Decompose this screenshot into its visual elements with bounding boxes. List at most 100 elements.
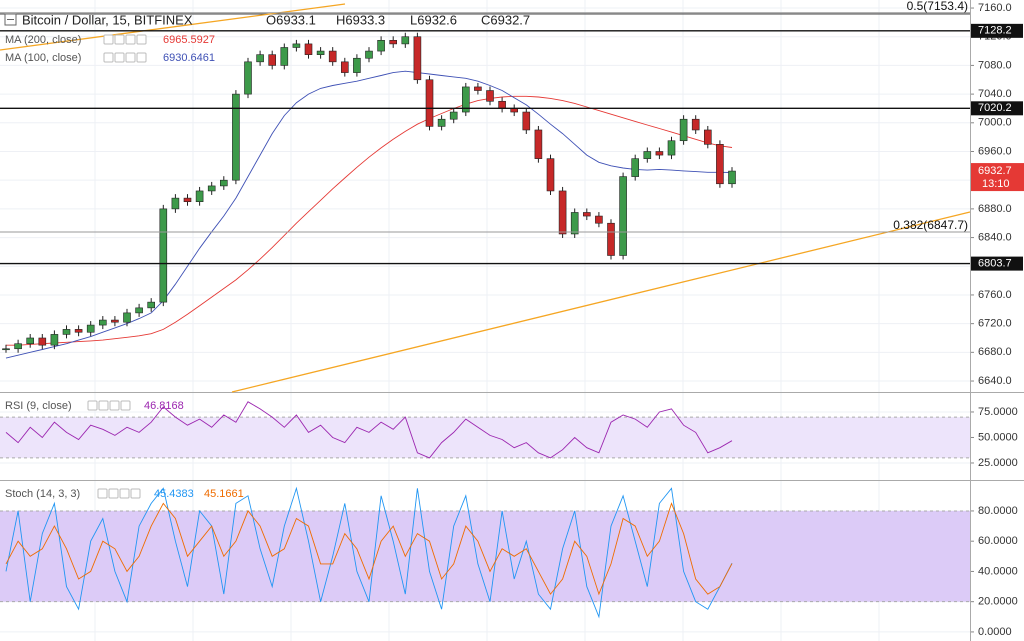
candle-body <box>171 197 180 210</box>
legend-icon[interactable] <box>108 488 119 499</box>
moving-average <box>6 95 733 346</box>
indicator-name: MA (200, close) <box>5 34 81 46</box>
candle-body <box>232 93 240 181</box>
legend-icon[interactable] <box>103 52 114 63</box>
band <box>0 510 970 602</box>
candle-body <box>486 90 494 102</box>
candle-body <box>728 170 736 185</box>
candle-body <box>207 185 216 192</box>
candle-body <box>619 176 627 256</box>
legend-icon[interactable] <box>97 488 108 499</box>
candle-body <box>703 129 712 145</box>
fib-label: 0.5(7153.4) <box>907 0 968 13</box>
last-price-bg <box>971 163 1024 192</box>
legend-icon[interactable] <box>87 400 98 411</box>
candle-body <box>667 140 676 156</box>
candle-body <box>582 212 591 217</box>
candle-body <box>123 312 131 323</box>
candle-body <box>280 47 289 66</box>
candle-body <box>159 208 168 303</box>
candle-body <box>195 190 204 203</box>
candle-body <box>256 54 264 63</box>
indicator-line <box>5 502 733 596</box>
candle-body <box>679 118 688 142</box>
y-tick-label: 25.0000 <box>978 457 1018 469</box>
candle-body <box>365 50 373 59</box>
legend-icon[interactable] <box>114 34 125 45</box>
candle-body <box>522 111 531 131</box>
legend-icon[interactable] <box>130 488 141 499</box>
legend-icon[interactable] <box>98 400 109 411</box>
candle-body <box>595 215 603 224</box>
candle-body <box>292 43 301 48</box>
y-tick-label: 6880.0 <box>978 203 1012 215</box>
y-tick-label: 6680.0 <box>978 346 1012 358</box>
y-tick-label: 80.0000 <box>978 505 1018 517</box>
legend-icon[interactable] <box>125 34 136 45</box>
candle-body <box>607 222 615 256</box>
candle-body <box>268 54 277 66</box>
candle-body <box>183 197 192 203</box>
candle-body <box>340 61 349 73</box>
candle-body <box>14 343 22 350</box>
candle-body <box>643 151 652 159</box>
y-tick-label: 7160.0 <box>978 2 1012 14</box>
candle-body <box>474 86 482 91</box>
candle-body <box>461 86 470 113</box>
indicator-name: MA (100, close) <box>5 52 81 64</box>
legend-icon[interactable] <box>109 400 120 411</box>
level-label: 6803.7 <box>978 258 1012 270</box>
candle-body <box>716 144 724 185</box>
indicator-name: Stoch (14, 3, 3) <box>5 488 80 500</box>
indicator-line <box>5 486 733 619</box>
last-price: 6932.7 <box>978 165 1012 177</box>
candle-body <box>353 57 361 73</box>
legend-icon[interactable] <box>119 488 130 499</box>
ohlc-high: H6933.3 <box>336 12 385 27</box>
legend-icon[interactable] <box>136 34 147 45</box>
y-tick-label: 6640.0 <box>978 375 1012 387</box>
candle-body <box>546 158 555 192</box>
candle-body <box>534 129 543 159</box>
indicator-line <box>5 401 733 459</box>
y-tick-label: 75.0000 <box>978 406 1018 418</box>
candle-body <box>304 43 313 55</box>
plot <box>0 32 970 619</box>
candle-body <box>570 212 579 235</box>
y-tick-label: 7040.0 <box>978 88 1012 100</box>
candle-body <box>389 40 398 45</box>
legend-icon[interactable] <box>114 52 125 63</box>
candle-body <box>244 61 252 95</box>
candle-body <box>328 50 337 63</box>
y-tick-label: 6720.0 <box>978 318 1012 330</box>
indicator-value: 6930.6461 <box>163 52 215 64</box>
y-tick-label: 6760.0 <box>978 289 1012 301</box>
indicator-value: 45.4383 <box>154 488 194 500</box>
candle-body <box>498 100 506 109</box>
y-tick-label: 60.0000 <box>978 535 1018 547</box>
candle-body <box>401 36 410 45</box>
legend-icon[interactable] <box>120 400 131 411</box>
candle-body <box>86 324 95 333</box>
collapse-icon[interactable] <box>4 13 17 26</box>
candle-body <box>62 329 71 335</box>
candle-body <box>38 337 47 346</box>
candle-body <box>111 319 119 323</box>
level-label: 7128.2 <box>978 25 1012 37</box>
y-tick-label: 20.0000 <box>978 596 1018 608</box>
candle-body <box>631 158 640 177</box>
indicator-name: RSI (9, close) <box>5 400 72 412</box>
candle-body <box>425 79 434 127</box>
candle-body <box>413 36 422 81</box>
candle-body <box>437 118 446 127</box>
ohlc-close: C6932.7 <box>481 12 530 27</box>
y-tick-label: 7000.0 <box>978 117 1012 129</box>
band <box>0 417 970 458</box>
legend-icon[interactable] <box>125 52 136 63</box>
candle-body <box>135 307 143 314</box>
legend-icon[interactable] <box>136 52 147 63</box>
legend-icon[interactable] <box>103 34 114 45</box>
y-tick-label: 6960.0 <box>978 145 1012 157</box>
